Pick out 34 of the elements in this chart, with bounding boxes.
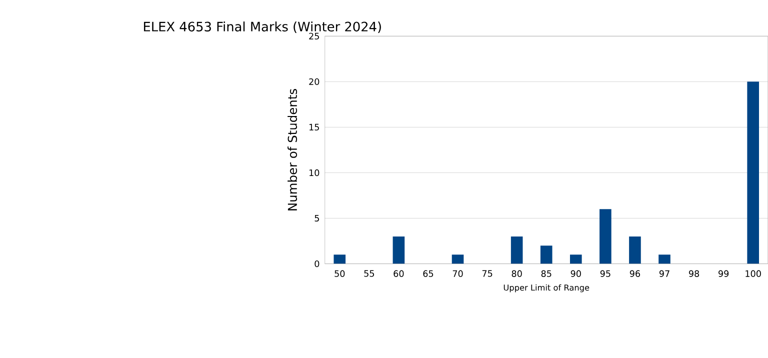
x-tick-label: 97 <box>659 270 670 277</box>
x-tick-label: 85 <box>541 270 552 277</box>
bar <box>570 254 582 264</box>
bar <box>629 236 641 264</box>
x-tick-label: 98 <box>688 270 700 277</box>
x-tick-label: 55 <box>364 270 374 277</box>
bar <box>540 245 552 264</box>
x-tick-label: 100 <box>746 270 761 277</box>
bar <box>510 236 523 264</box>
bar <box>392 236 405 264</box>
x-tick-label: 50 <box>334 270 345 277</box>
x-tick-label: 80 <box>512 270 522 277</box>
x-tick-label: 99 <box>718 270 729 277</box>
x-tick-label: 95 <box>600 270 610 277</box>
x-tick-label: 70 <box>452 270 463 277</box>
bar <box>452 254 464 264</box>
chart-title: ELEX 4653 Final Marks (Winter 2024) <box>144 21 381 33</box>
y-tick-label: 0 <box>314 260 320 267</box>
y-tick-label: 20 <box>309 78 320 85</box>
x-tick-label: 60 <box>394 270 404 277</box>
x-tick-label: 75 <box>482 270 492 277</box>
y-tick-label: 25 <box>309 32 319 40</box>
y-tick-label: 10 <box>309 169 320 176</box>
y-axis-title: Number of Students <box>288 88 298 210</box>
x-tick-label: 90 <box>570 270 581 277</box>
bar <box>334 254 346 264</box>
bar <box>658 254 670 264</box>
x-tick-label: 65 <box>423 270 434 277</box>
bar <box>600 208 612 264</box>
x-axis-title: Upper Limit of Range <box>504 284 590 292</box>
x-tick-label: 96 <box>630 270 640 277</box>
y-tick-label: 5 <box>314 214 319 222</box>
y-tick-label: 15 <box>309 124 319 130</box>
bar <box>747 81 759 264</box>
